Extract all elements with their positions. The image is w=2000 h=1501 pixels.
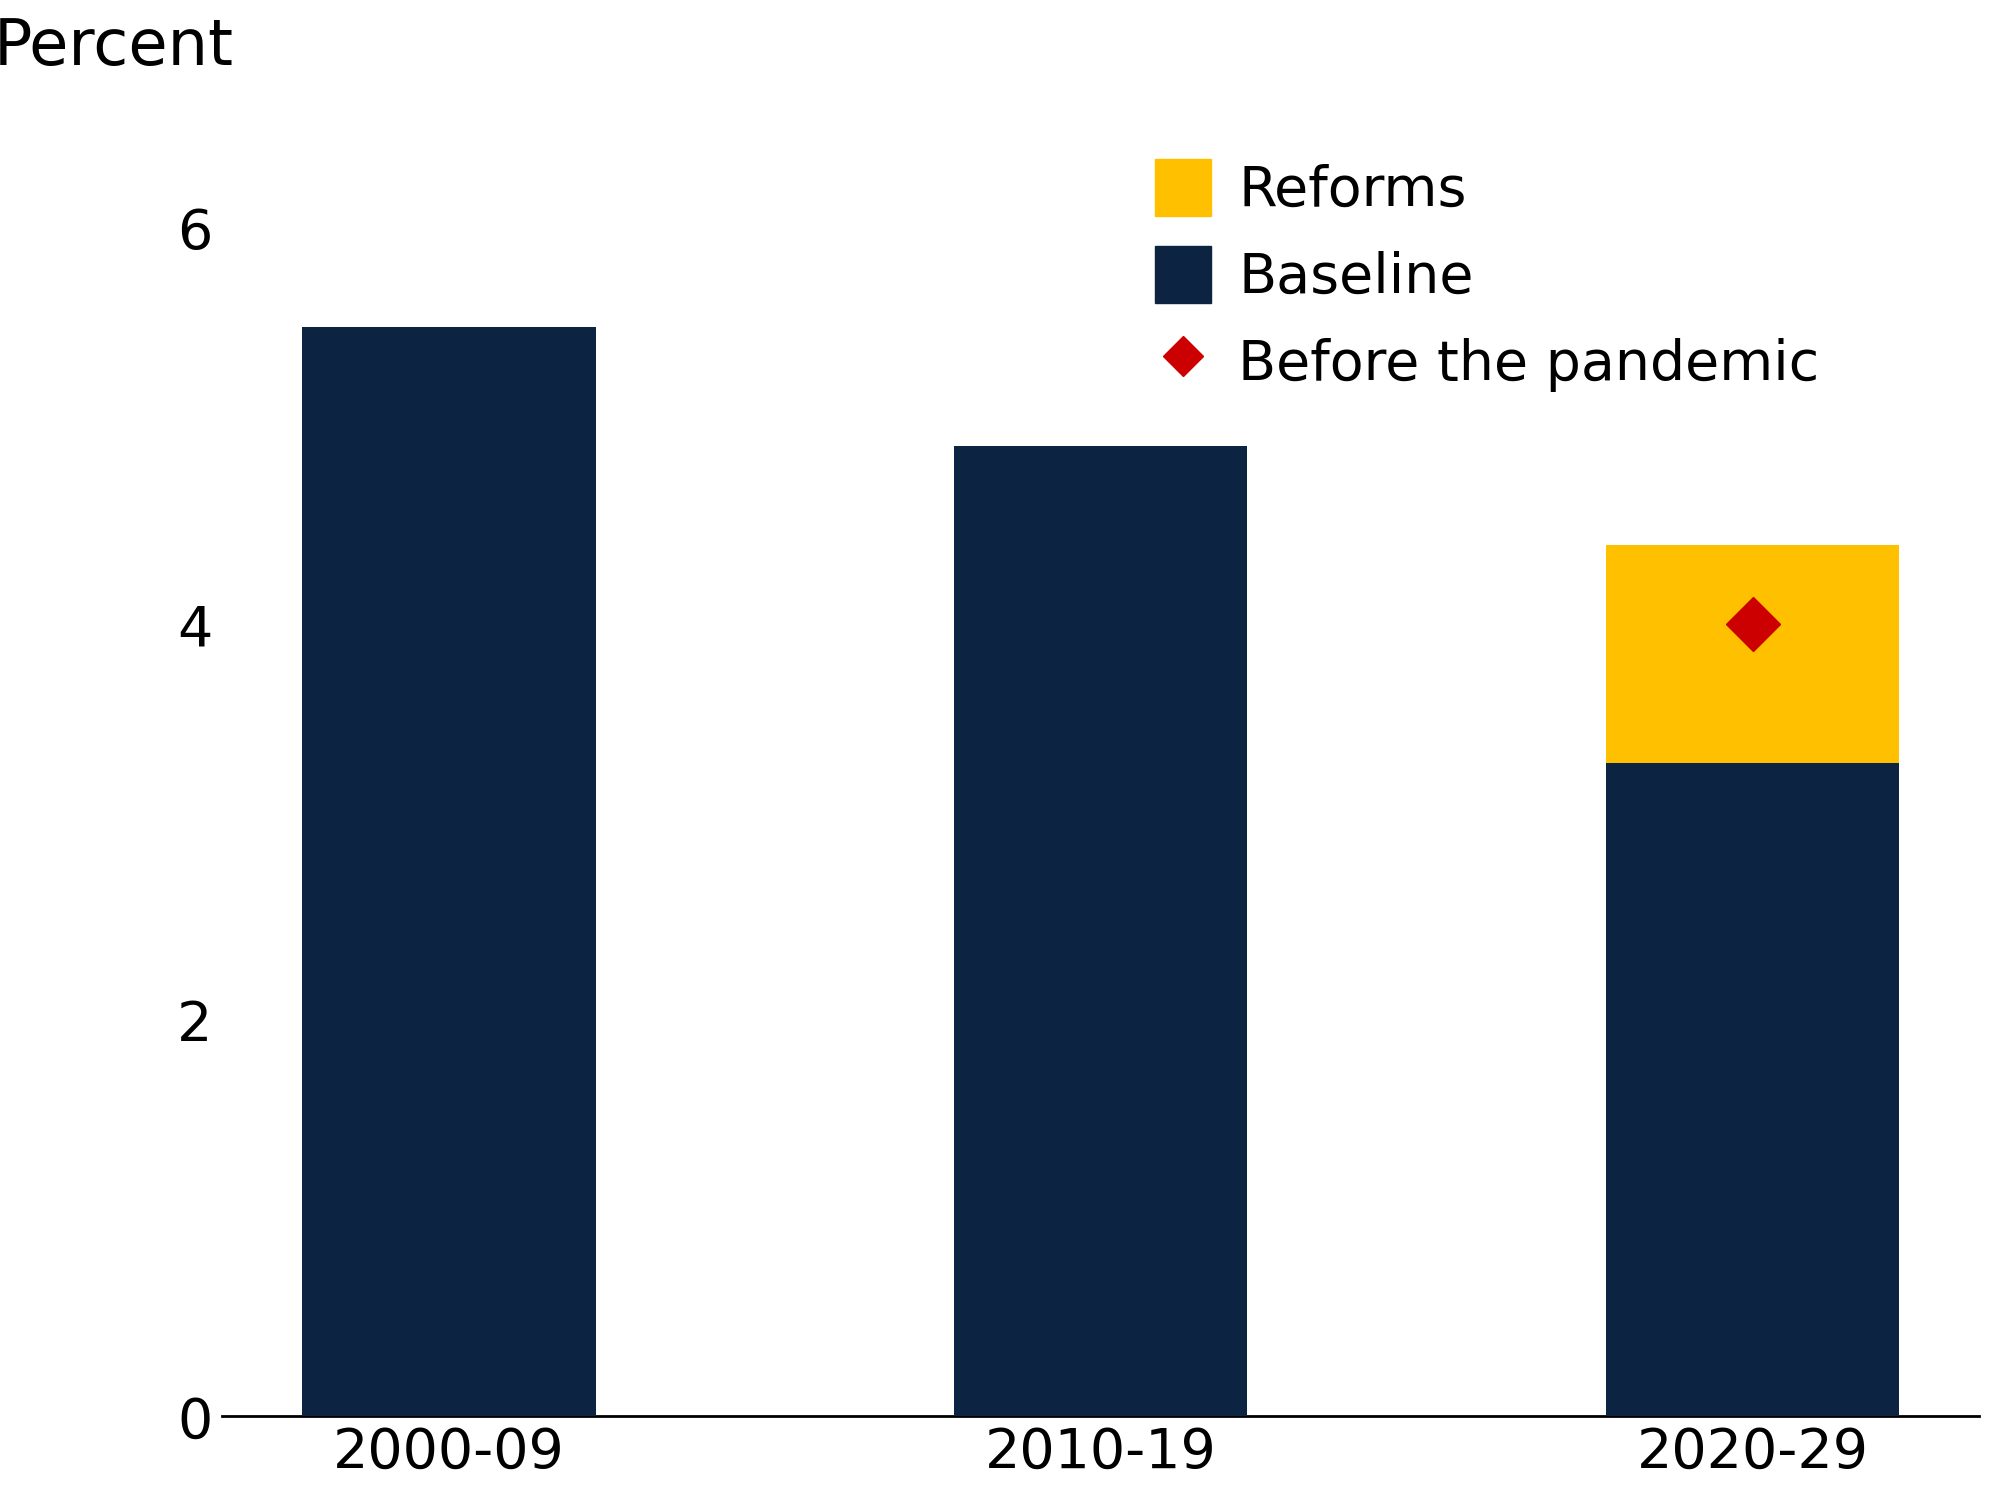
Legend: Reforms, Baseline, Before the pandemic: Reforms, Baseline, Before the pandemic [1128, 131, 1848, 420]
Text: Percent: Percent [0, 15, 234, 78]
Bar [302, 327, 596, 1417]
Bar [1606, 763, 1900, 1417]
Bar [1606, 545, 1900, 763]
Bar [954, 446, 1248, 1417]
